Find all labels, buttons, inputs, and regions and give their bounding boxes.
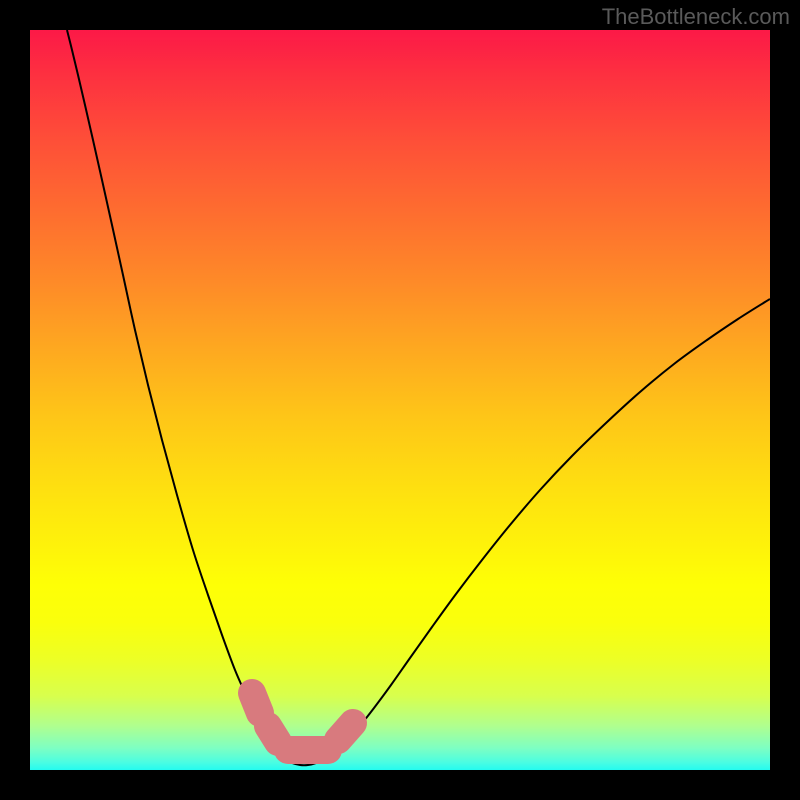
watermark-text: TheBottleneck.com <box>602 4 790 30</box>
curve-layer <box>30 30 770 770</box>
v-curve <box>67 30 770 765</box>
blob-segment <box>252 693 260 713</box>
plot-area <box>30 30 770 770</box>
blob-segment <box>268 726 278 742</box>
blob-segment <box>338 723 353 740</box>
blob-group <box>252 693 353 750</box>
